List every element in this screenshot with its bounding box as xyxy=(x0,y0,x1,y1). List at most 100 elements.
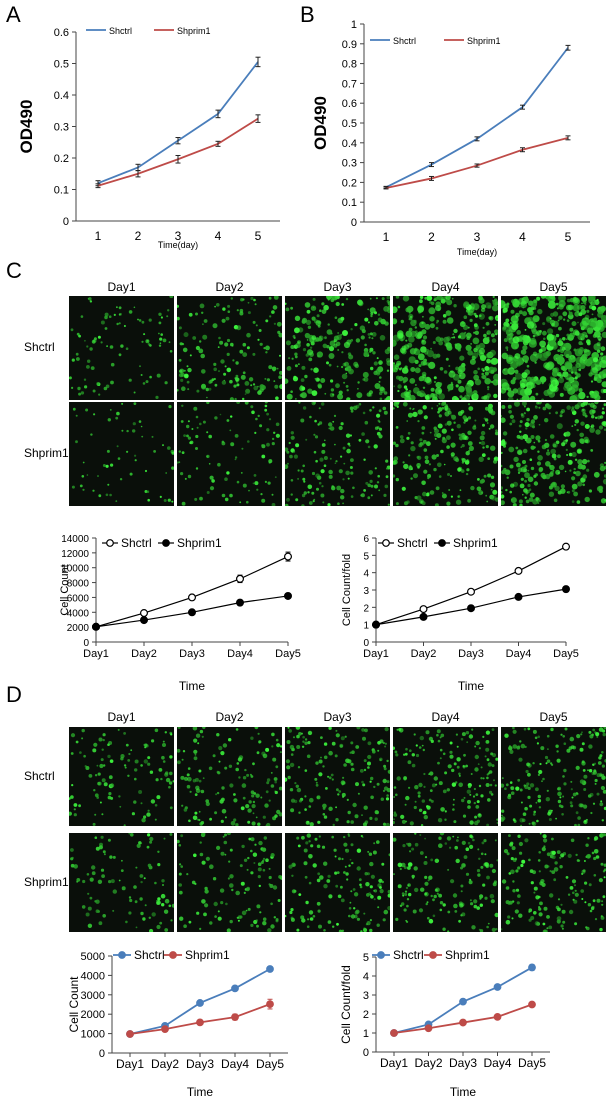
cell-spot xyxy=(474,330,479,335)
x-axis-title: Time xyxy=(458,679,485,693)
cell-spot xyxy=(310,341,315,346)
cell-spot xyxy=(327,323,330,326)
cell-spot xyxy=(102,733,106,737)
cell-spot xyxy=(405,307,411,313)
cell-spot xyxy=(571,389,576,394)
cell-spot xyxy=(463,301,470,308)
cell-spot xyxy=(485,406,489,411)
cell-spot xyxy=(296,734,300,739)
data-point-shprim1 xyxy=(126,1030,134,1038)
cell-spot xyxy=(524,439,527,441)
cell-spot xyxy=(271,503,276,506)
cell-spot xyxy=(542,834,547,839)
cell-spot xyxy=(183,924,187,928)
cell-spot xyxy=(354,363,359,369)
cell-spot xyxy=(560,903,563,906)
cell-spot xyxy=(370,776,374,781)
cell-spot xyxy=(532,813,536,816)
cell-spot xyxy=(82,879,86,884)
cell-spot xyxy=(298,732,302,736)
cell-spot xyxy=(482,735,485,738)
cell-spot xyxy=(574,423,577,426)
cell-spot xyxy=(144,469,148,473)
cell-spot xyxy=(298,811,301,814)
cell-spot xyxy=(295,342,301,348)
cell-spot xyxy=(275,738,279,742)
cell-spot xyxy=(478,857,481,860)
cell-spot xyxy=(367,333,371,336)
x-tick-label: Day1 xyxy=(363,648,389,660)
cell-spot xyxy=(415,753,420,758)
cell-spot xyxy=(526,321,535,329)
cell-spot xyxy=(530,300,538,308)
cell-spot xyxy=(395,917,399,921)
cell-spot xyxy=(594,782,597,785)
cell-spot xyxy=(345,372,348,375)
cell-spot xyxy=(395,502,399,506)
cell-spot xyxy=(421,339,427,345)
cell-spot xyxy=(474,815,478,819)
cell-spot xyxy=(542,777,545,781)
cell-spot xyxy=(372,749,376,754)
cell-spot xyxy=(526,407,530,412)
cell-spot xyxy=(212,877,217,881)
cell-spot xyxy=(368,470,373,475)
x-tick-label: Day5 xyxy=(275,648,301,660)
cell-spot xyxy=(96,764,99,767)
cell-spot xyxy=(378,878,383,883)
cell-spot xyxy=(426,349,429,352)
cell-spot xyxy=(345,433,351,438)
cell-spot xyxy=(300,469,304,473)
cell-spot xyxy=(363,928,368,932)
cell-spot xyxy=(422,361,427,366)
cell-spot xyxy=(158,321,162,325)
cell-spot xyxy=(219,340,224,345)
cell-spot xyxy=(298,799,303,803)
cell-spot xyxy=(559,865,563,869)
cell-spot xyxy=(335,806,337,809)
cell-spot xyxy=(461,798,465,803)
cell-spot xyxy=(291,357,294,360)
cell-spot xyxy=(240,881,245,886)
cell-spot xyxy=(467,430,472,435)
cell-spot xyxy=(574,348,583,357)
cell-spot xyxy=(365,439,370,444)
cell-spot xyxy=(383,493,387,497)
cell-spot xyxy=(271,366,277,372)
cell-spot xyxy=(477,367,480,371)
cell-spot xyxy=(338,857,341,861)
cell-spot xyxy=(370,484,374,488)
cell-spot xyxy=(236,309,239,312)
cell-spot xyxy=(88,297,92,301)
cell-spot xyxy=(603,876,606,879)
cell-spot xyxy=(225,316,230,321)
cell-spot xyxy=(95,846,100,851)
cell-spot xyxy=(471,728,474,731)
cell-spot xyxy=(410,477,413,480)
cell-spot xyxy=(530,435,535,439)
cell-spot xyxy=(451,336,454,339)
cell-spot xyxy=(286,366,292,371)
cell-spot xyxy=(268,875,272,880)
cell-spot xyxy=(559,414,563,418)
cell-spot xyxy=(547,328,554,335)
cell-spot xyxy=(108,315,112,318)
cell-spot xyxy=(546,915,550,919)
cell-spot xyxy=(506,852,510,856)
x-tick-label: Day2 xyxy=(151,1057,179,1071)
cell-spot xyxy=(374,484,378,489)
cell-spot xyxy=(534,361,537,364)
cell-spot xyxy=(257,732,260,735)
cell-spot xyxy=(461,732,466,737)
cell-spot xyxy=(467,498,471,503)
cell-spot xyxy=(261,454,266,459)
cell-spot xyxy=(121,402,124,405)
cell-spot xyxy=(574,892,579,897)
cell-spot xyxy=(245,388,251,394)
cell-spot xyxy=(93,789,96,792)
cell-spot xyxy=(565,876,569,879)
cell-spot xyxy=(336,365,339,368)
cell-spot xyxy=(85,408,89,412)
cell-spot xyxy=(523,412,526,415)
cell-spot xyxy=(119,312,122,316)
